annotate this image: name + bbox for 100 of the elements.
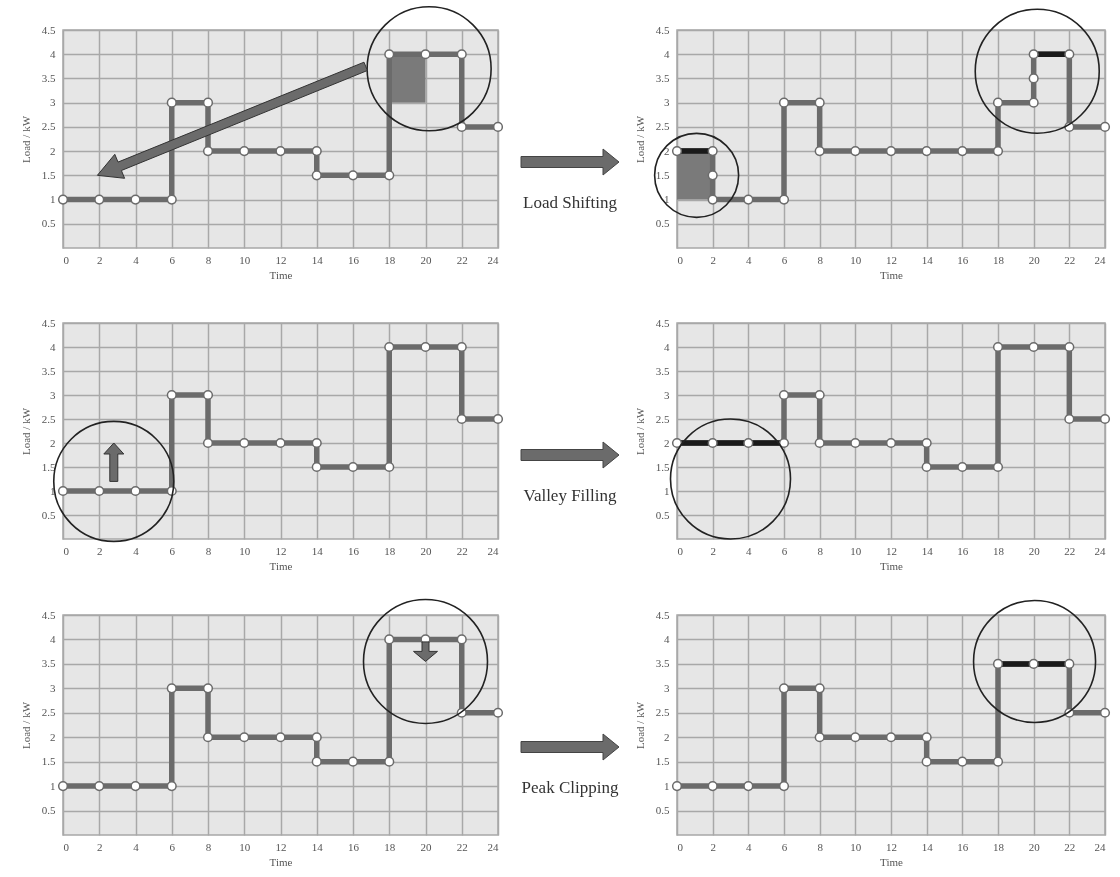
point — [202, 732, 214, 743]
x-tick-label: 20 — [1028, 253, 1041, 266]
y-tick-label: 4 — [664, 340, 670, 353]
point — [166, 683, 177, 694]
point — [166, 194, 177, 205]
point — [992, 756, 1004, 767]
point — [347, 756, 359, 767]
y-tick-label: 4 — [50, 340, 56, 353]
y-tick-label: 1.5 — [41, 755, 56, 768]
y-tick-label: 2.5 — [655, 706, 670, 719]
y-tick-label: 0.5 — [655, 217, 670, 230]
point — [347, 170, 359, 181]
point — [992, 341, 1004, 353]
x-tick-label: 0 — [63, 840, 70, 853]
y-axis-title: Load / kW — [633, 115, 646, 164]
y-tick-label: 4.5 — [41, 316, 56, 329]
point — [1028, 97, 1039, 108]
point — [743, 194, 754, 205]
y-tick-label: 2.5 — [655, 120, 670, 133]
x-tick-label: 10 — [850, 840, 862, 853]
y-tick-label: 2.5 — [41, 412, 56, 425]
point — [778, 194, 790, 205]
x-tick-label: 18 — [993, 253, 1005, 266]
y-tick-label: 4 — [664, 47, 670, 60]
x-tick-label: 0 — [677, 253, 684, 266]
point — [202, 389, 214, 401]
point — [707, 146, 718, 157]
x-tick-label: 24 — [487, 544, 499, 557]
point — [778, 683, 790, 694]
point — [347, 461, 359, 473]
x-tick-label: 16 — [348, 544, 360, 557]
y-tick-label: 2.5 — [41, 120, 56, 133]
x-tick-label: 18 — [993, 544, 1005, 557]
x-tick-label: 20 — [1028, 544, 1041, 557]
x-tick-label: 22 — [456, 840, 468, 853]
point — [707, 437, 718, 449]
point — [778, 437, 790, 449]
point — [1064, 49, 1075, 60]
y-tick-label: 1 — [50, 779, 56, 792]
y-axis-title: Load / kW — [633, 407, 646, 456]
point — [456, 121, 467, 132]
x-tick-label: 6 — [169, 544, 176, 557]
point — [384, 461, 395, 473]
y-tick-label: 0.5 — [655, 804, 670, 817]
y-tick-label: 3.5 — [41, 657, 56, 670]
point — [202, 97, 214, 108]
x-tick-label: 16 — [348, 253, 360, 266]
y-axis-title: Load / kW — [633, 701, 646, 750]
x-tick-label: 18 — [384, 253, 396, 266]
y-tick-label: 3.5 — [655, 71, 670, 84]
x-axis-title: Time — [880, 855, 904, 868]
x-tick-label: 8 — [817, 253, 824, 266]
x-tick-label: 2 — [97, 544, 103, 557]
y-tick-label: 4.5 — [655, 316, 670, 329]
point — [239, 732, 250, 743]
y-tick-label: 4 — [664, 632, 670, 645]
x-tick-label: 0 — [677, 840, 684, 853]
point — [311, 461, 322, 473]
point — [384, 49, 395, 60]
x-tick-label: 6 — [781, 840, 788, 853]
point — [384, 634, 395, 645]
y-tick-label: 1 — [664, 779, 670, 792]
point — [239, 437, 250, 449]
point — [1028, 73, 1039, 84]
point — [992, 97, 1004, 108]
y-tick-label: 3.5 — [41, 71, 56, 84]
y-tick-label: 4.5 — [655, 23, 670, 36]
x-tick-label: 12 — [275, 544, 287, 557]
point — [671, 146, 683, 157]
x-tick-label: 2 — [97, 253, 103, 266]
x-tick-label: 2 — [97, 840, 103, 853]
x-tick-label: 8 — [817, 544, 824, 557]
point — [130, 781, 141, 792]
x-tick-label: 4 — [746, 544, 753, 557]
point — [202, 683, 214, 694]
x-tick-label: 16 — [957, 544, 969, 557]
text: Load Shifting — [523, 193, 617, 213]
point — [166, 97, 177, 108]
point — [921, 146, 932, 157]
y-tick-label: 3 — [664, 681, 670, 694]
x-tick-label: 18 — [384, 544, 396, 557]
point — [275, 437, 286, 449]
y-tick-label: 1 — [664, 193, 670, 206]
x-tick-label: 20 — [420, 253, 432, 266]
point — [57, 485, 69, 497]
point — [492, 413, 504, 425]
x-tick-label: 14 — [311, 840, 324, 853]
point — [1099, 707, 1111, 718]
point — [707, 781, 718, 792]
x-tick-label: 14 — [921, 253, 934, 266]
x-tick-label: 12 — [886, 544, 897, 557]
point — [814, 683, 825, 694]
x-tick-label: 22 — [1064, 544, 1076, 557]
x-tick-label: 0 — [677, 544, 684, 557]
point — [814, 732, 825, 743]
point — [456, 413, 467, 425]
point — [992, 658, 1004, 669]
y-tick-label: 1 — [50, 484, 56, 497]
x-tick-label: 8 — [817, 840, 824, 853]
x-tick-label: 0 — [63, 544, 70, 557]
